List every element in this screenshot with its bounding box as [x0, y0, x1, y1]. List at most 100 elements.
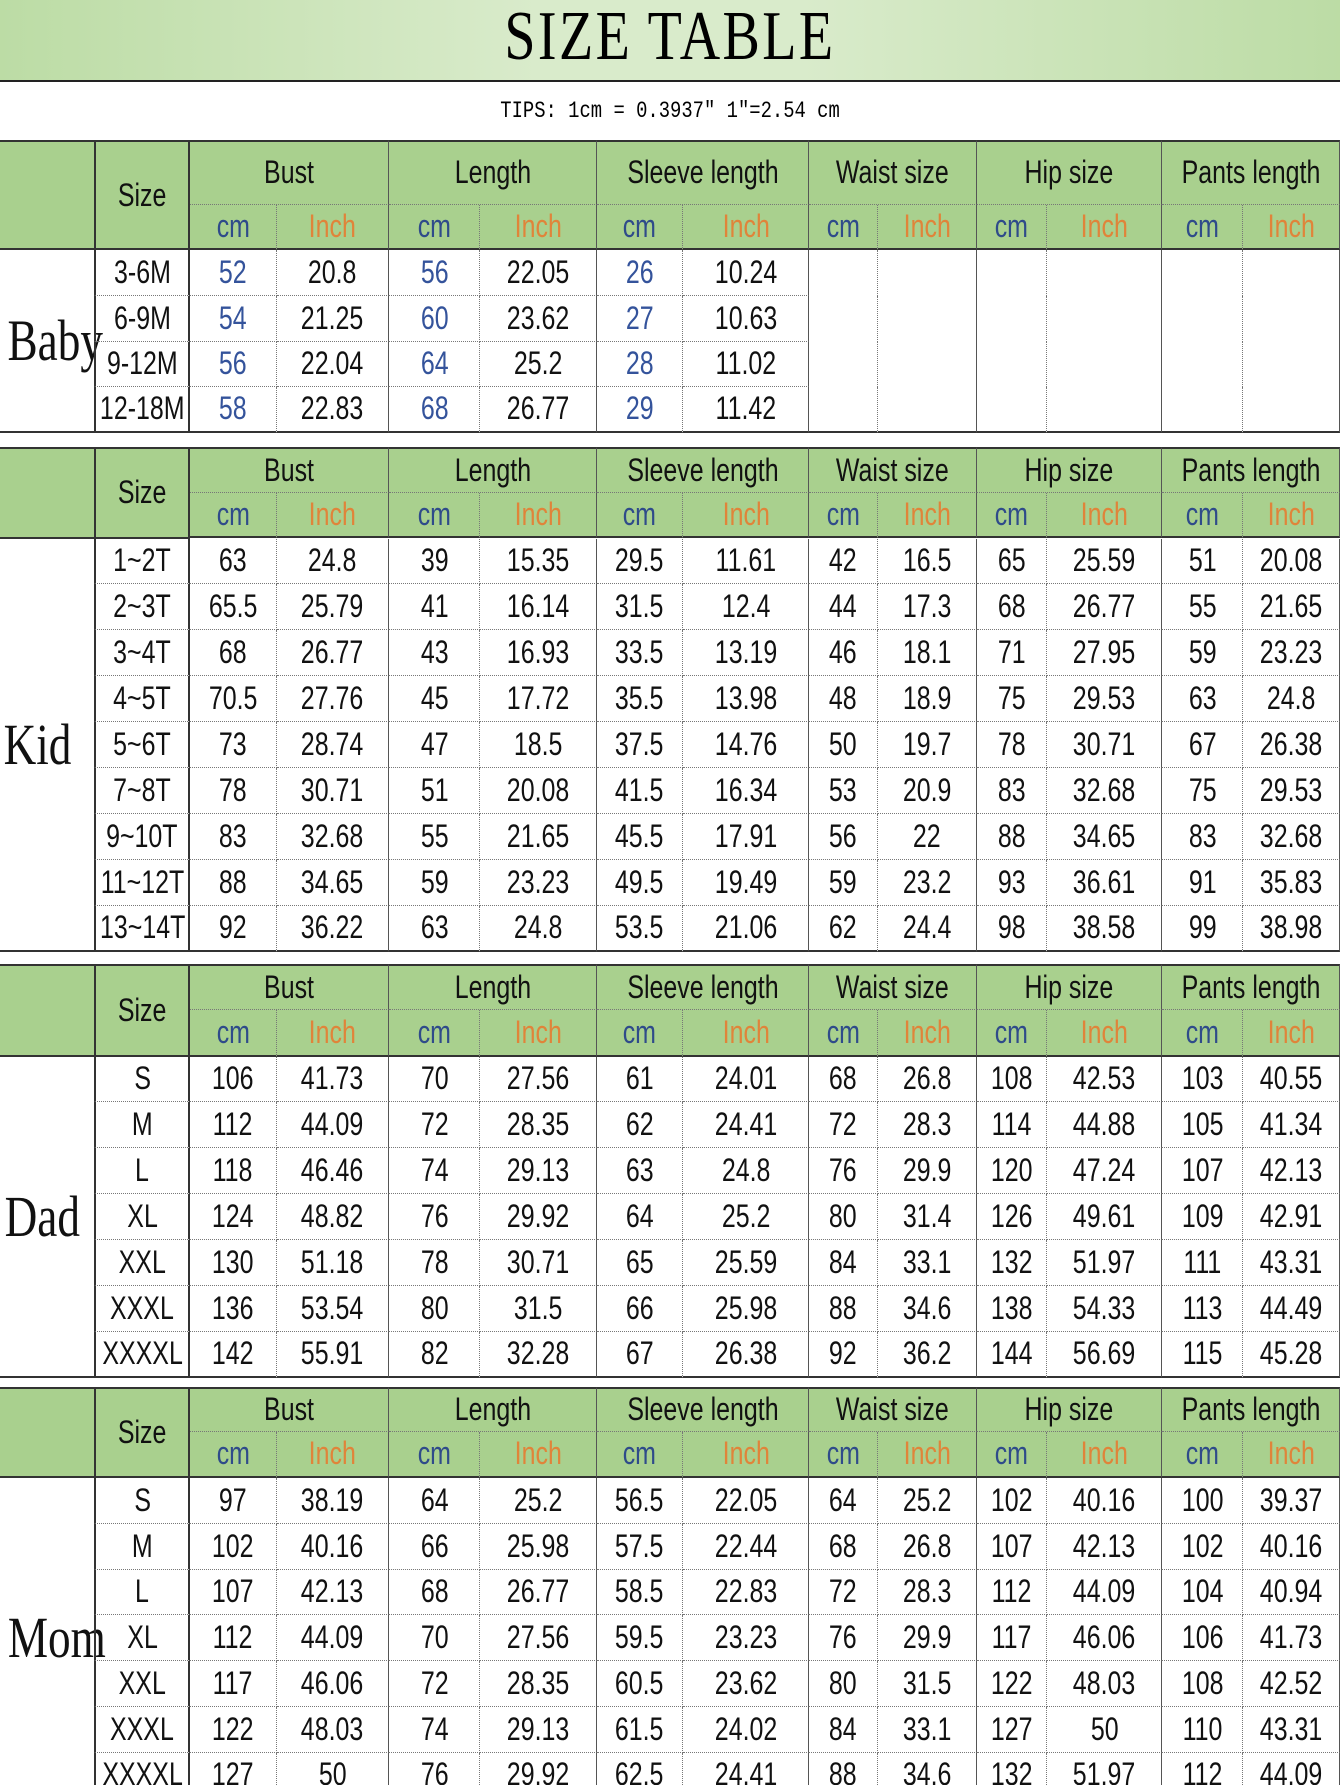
value-cell: 102: [190, 1523, 277, 1570]
size-cell-text: XXL: [118, 1243, 166, 1280]
group-header: Hip size: [976, 964, 1163, 1010]
value-cell-text: 13.19: [714, 634, 777, 671]
value-cell-text: 42.13: [1259, 1152, 1323, 1189]
value-cell-text: 28.3: [902, 1573, 952, 1610]
value-cell-text: 51.97: [1073, 1243, 1136, 1280]
value-cell: 24.8: [683, 1148, 810, 1195]
group-header: Hip size: [976, 1386, 1163, 1433]
value-cell-text: 144: [990, 1335, 1033, 1372]
value-cell: 56: [190, 341, 277, 388]
value-cell-text: 13.98: [714, 680, 777, 717]
value-cell-text: 25.59: [714, 1243, 777, 1280]
size-cell-text: 12-18M: [99, 390, 185, 427]
value-cell-text: 22.04: [301, 345, 364, 382]
value-cell: 65.5: [190, 584, 277, 631]
value-cell: 22.05: [683, 1477, 810, 1524]
unit-header-text: Inch: [1267, 1013, 1315, 1050]
unit-header-text: cm: [826, 208, 860, 245]
value-cell: 68: [976, 584, 1048, 631]
value-cell-text: 68: [829, 1060, 857, 1097]
unit-header-text: Inch: [722, 1435, 770, 1472]
value-cell-text: 42: [829, 542, 857, 579]
value-cell: 25.2: [683, 1194, 810, 1241]
value-cell-text: 56: [218, 345, 247, 382]
unit-header: Inch: [1047, 1432, 1163, 1478]
unit-header-text: Inch: [1080, 1013, 1128, 1050]
tips-row: TIPS: 1cm = 0.3937″ 1″=2.54 cm: [0, 82, 1340, 140]
value-cell-text: 40.16: [301, 1527, 364, 1564]
unit-header-text: cm: [216, 1013, 250, 1050]
value-cell-text: 29.53: [1259, 772, 1323, 809]
value-cell: 53.5: [596, 905, 684, 952]
empty-cell: [1162, 296, 1244, 342]
value-cell-text: 20.9: [902, 772, 952, 809]
value-cell-text: 22.44: [714, 1527, 777, 1564]
size-cell-text: 5~6T: [113, 726, 172, 763]
value-cell: 29.92: [480, 1753, 597, 1785]
value-cell-text: 16.34: [714, 772, 777, 809]
unit-header-text: cm: [1185, 1013, 1219, 1050]
value-cell-text: 44.09: [301, 1619, 364, 1656]
value-cell-text: 25.2: [721, 1198, 771, 1235]
value-cell-text: 24.41: [714, 1106, 777, 1143]
value-cell: 32.68: [276, 813, 390, 860]
value-cell: 25.59: [1047, 538, 1163, 585]
value-cell-text: 24.4: [902, 909, 952, 946]
value-cell-text: 39.37: [1259, 1481, 1323, 1518]
value-cell-text: 48.03: [301, 1711, 364, 1748]
value-cell-text: 26.38: [714, 1335, 777, 1372]
value-cell: 42: [809, 538, 878, 585]
tips: TIPS: 1cm = 0.3937″ 1″=2.54 cm: [500, 98, 840, 124]
value-cell-text: 76: [420, 1756, 449, 1785]
value-cell-text: 23.2: [902, 863, 952, 900]
value-cell-text: 27.95: [1073, 634, 1136, 671]
value-cell-text: 31.5: [902, 1665, 952, 1702]
empty-cell: [1243, 296, 1340, 342]
value-cell: 76: [809, 1148, 878, 1195]
value-cell: 17.91: [683, 813, 810, 860]
value-cell-text: 118: [212, 1152, 253, 1189]
value-cell-text: 41.34: [1259, 1106, 1323, 1143]
value-cell-text: 32.68: [301, 817, 364, 854]
value-cell: 109: [1162, 1194, 1244, 1241]
size-header-text: Size: [118, 176, 167, 213]
value-cell-text: 41.73: [1259, 1619, 1323, 1656]
value-cell-text: 112: [212, 1619, 253, 1656]
size-cell: 12-18M: [94, 387, 191, 433]
value-cell: 72: [809, 1102, 878, 1149]
value-cell: 76: [389, 1194, 481, 1241]
value-cell: 42.13: [1243, 1148, 1340, 1195]
value-cell-text: 48.03: [1073, 1665, 1136, 1702]
unit-header-text: Inch: [1080, 496, 1128, 533]
group-header: Sleeve length: [596, 1386, 810, 1433]
value-cell-text: 56: [420, 254, 449, 291]
unit-header: cm: [596, 1009, 684, 1057]
value-cell-text: 83: [218, 817, 247, 854]
value-cell-text: 41: [420, 588, 449, 625]
value-cell: 18.1: [877, 630, 977, 677]
value-cell-text: 78: [997, 726, 1026, 763]
value-cell: 11.61: [683, 538, 810, 585]
value-cell: 78: [190, 768, 277, 814]
size-cell: 9-12M: [94, 341, 191, 388]
value-cell-text: 53: [829, 772, 857, 809]
value-cell-text: 22.05: [506, 254, 570, 291]
value-cell: 26.38: [1243, 722, 1340, 769]
value-cell: 51.18: [276, 1240, 390, 1286]
group-header: Pants length: [1162, 1386, 1340, 1433]
value-cell: 44.09: [1047, 1569, 1163, 1616]
size-header-text: Size: [118, 474, 167, 511]
value-cell: 44: [809, 584, 878, 631]
value-cell: 29.13: [480, 1148, 597, 1195]
value-cell-text: 127: [212, 1756, 254, 1785]
value-cell: 88: [809, 1285, 878, 1332]
group-header-text: Hip size: [1024, 452, 1114, 489]
unit-header-text: cm: [994, 496, 1029, 533]
value-cell-text: 72: [420, 1106, 449, 1143]
value-cell-text: 62.5: [615, 1756, 664, 1785]
value-cell-text: 22.83: [301, 390, 364, 427]
value-cell: 72: [389, 1661, 481, 1708]
value-cell: 22: [877, 813, 977, 860]
value-cell: 106: [1162, 1615, 1244, 1662]
